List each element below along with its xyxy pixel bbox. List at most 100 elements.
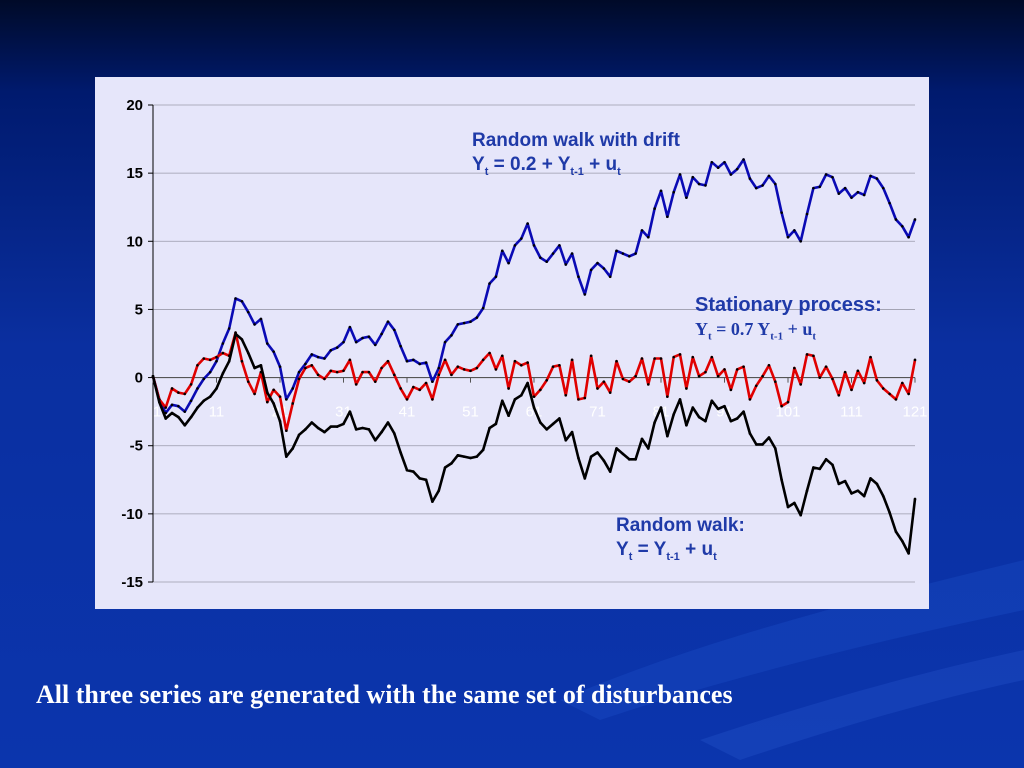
data-point-random_walk bbox=[202, 399, 206, 403]
data-point-random_walk bbox=[386, 421, 390, 424]
data-point-drift bbox=[196, 387, 199, 390]
data-point-stationary bbox=[627, 380, 631, 383]
slide-caption: All three series are generated with the … bbox=[36, 680, 733, 709]
data-point-drift bbox=[653, 207, 656, 210]
data-point-drift bbox=[704, 184, 707, 187]
eq-term: + u bbox=[783, 319, 813, 339]
data-point-random_walk bbox=[780, 478, 783, 482]
data-point-drift bbox=[589, 268, 593, 272]
data-point-drift bbox=[329, 349, 333, 352]
data-point-random_walk bbox=[843, 479, 847, 483]
eq-sub: t-1 bbox=[666, 550, 680, 563]
data-point-drift bbox=[475, 316, 479, 319]
data-point-stationary bbox=[659, 357, 663, 360]
data-point-stationary bbox=[520, 364, 523, 367]
data-point-stationary bbox=[723, 368, 726, 371]
data-point-stationary bbox=[856, 369, 860, 373]
data-point-drift bbox=[443, 340, 447, 344]
eq-sub: t bbox=[617, 165, 621, 178]
data-point-stationary bbox=[361, 370, 364, 374]
data-point-random_walk bbox=[913, 497, 917, 501]
data-point-drift bbox=[450, 334, 453, 337]
data-point-stationary bbox=[329, 369, 333, 373]
data-point-stationary bbox=[570, 358, 574, 362]
data-point-stationary bbox=[183, 392, 187, 396]
data-point-stationary bbox=[170, 387, 174, 390]
data-point-drift bbox=[875, 177, 879, 180]
data-point-stationary bbox=[869, 355, 872, 359]
data-point-stationary bbox=[266, 400, 269, 404]
data-point-random_walk bbox=[259, 364, 263, 367]
data-point-random_walk bbox=[475, 455, 479, 458]
eq-sub: t-1 bbox=[770, 330, 784, 343]
data-point-drift bbox=[310, 353, 314, 356]
data-point-drift bbox=[253, 323, 256, 326]
data-point-drift bbox=[881, 186, 885, 190]
data-point-random_walk bbox=[520, 393, 523, 397]
eq-term: = 0.7 Y bbox=[711, 319, 771, 339]
data-point-drift bbox=[812, 186, 815, 190]
data-point-drift bbox=[691, 175, 695, 179]
data-point-random_walk bbox=[373, 438, 377, 442]
data-point-random_walk bbox=[748, 432, 752, 435]
data-point-drift bbox=[621, 252, 625, 255]
annotation-stationary: Stationary process: Yt = 0.7 Yt-1 + ut bbox=[695, 293, 882, 344]
data-point-stationary bbox=[716, 374, 720, 378]
data-point-stationary bbox=[500, 354, 504, 358]
data-point-random_walk bbox=[545, 428, 548, 431]
data-point-stationary bbox=[513, 359, 517, 363]
data-point-drift bbox=[386, 320, 390, 323]
data-point-random_walk bbox=[278, 419, 282, 423]
data-point-drift bbox=[545, 260, 548, 264]
data-point-random_walk bbox=[488, 426, 491, 430]
eq-term: = 0.2 + Y bbox=[488, 153, 571, 175]
y-tick-label: -10 bbox=[121, 506, 143, 523]
data-point-random_walk bbox=[589, 455, 593, 458]
data-point-random_walk bbox=[564, 438, 568, 442]
data-point-stationary bbox=[818, 376, 822, 379]
y-tick-label: 20 bbox=[126, 97, 143, 114]
data-point-random_walk bbox=[170, 411, 174, 415]
data-point-random_walk bbox=[901, 539, 904, 543]
series-line-drift bbox=[151, 158, 917, 415]
data-point-drift bbox=[469, 320, 472, 323]
data-point-stationary bbox=[672, 355, 675, 359]
data-point-stationary bbox=[545, 378, 548, 382]
data-point-stationary bbox=[221, 351, 225, 355]
data-point-drift bbox=[577, 275, 580, 279]
eq-term: Y bbox=[616, 538, 629, 560]
data-point-random_walk bbox=[659, 406, 663, 409]
data-point-drift bbox=[462, 321, 466, 325]
data-point-drift bbox=[551, 252, 555, 255]
data-point-random_walk bbox=[424, 478, 428, 482]
data-point-random_walk bbox=[393, 432, 396, 435]
data-point-random_walk bbox=[348, 410, 352, 413]
data-point-random_walk bbox=[742, 410, 745, 413]
data-point-drift bbox=[843, 186, 847, 190]
data-point-random_walk bbox=[577, 456, 580, 460]
data-point-drift bbox=[297, 370, 301, 374]
eq-term: Y bbox=[695, 319, 708, 339]
eq-sub: t bbox=[713, 550, 717, 563]
data-point-stationary bbox=[285, 429, 288, 433]
data-point-drift bbox=[177, 404, 180, 408]
data-point-random_walk bbox=[634, 458, 637, 461]
x-tick-label: 71 bbox=[589, 404, 606, 421]
data-point-stationary bbox=[793, 366, 796, 370]
data-point-stationary bbox=[297, 377, 301, 381]
data-point-stationary bbox=[754, 384, 758, 388]
data-point-random_walk bbox=[342, 422, 345, 426]
data-point-stationary bbox=[735, 368, 739, 371]
data-point-random_walk bbox=[462, 455, 466, 458]
data-point-stationary bbox=[843, 370, 847, 374]
data-point-drift bbox=[412, 358, 415, 362]
data-point-random_walk bbox=[723, 404, 726, 408]
data-point-drift bbox=[627, 254, 631, 258]
data-point-stationary bbox=[710, 355, 714, 359]
data-point-random_walk bbox=[666, 434, 669, 438]
data-point-random_walk bbox=[158, 400, 161, 404]
data-point-drift bbox=[837, 192, 841, 195]
data-point-stationary bbox=[907, 392, 910, 396]
data-point-drift bbox=[259, 317, 263, 321]
data-point-drift bbox=[494, 275, 498, 279]
